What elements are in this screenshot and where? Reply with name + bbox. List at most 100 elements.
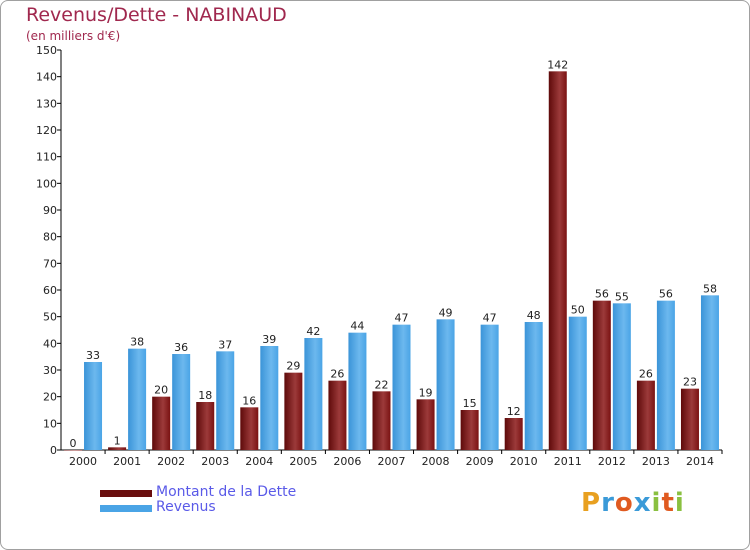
bar-debt xyxy=(680,388,699,450)
data-label-revenue: 58 xyxy=(703,282,717,295)
data-label-debt: 20 xyxy=(154,384,168,397)
data-label-revenue: 50 xyxy=(571,304,585,317)
y-tick-label: 10 xyxy=(43,417,57,430)
data-label-debt: 142 xyxy=(547,58,568,71)
data-label-debt: 23 xyxy=(683,376,697,389)
bar-revenue xyxy=(436,319,455,450)
data-label-revenue: 36 xyxy=(174,341,188,354)
bar-debt xyxy=(592,300,611,450)
bar-revenue xyxy=(128,348,147,450)
x-tick-label: 2011 xyxy=(554,455,582,468)
bar-revenue xyxy=(656,300,675,450)
data-label-revenue: 56 xyxy=(659,288,673,301)
bar-debt xyxy=(240,407,259,450)
legend-label-revenue: Revenus xyxy=(156,499,216,515)
y-tick-label: 70 xyxy=(43,257,57,270)
data-label-revenue: 38 xyxy=(130,336,144,349)
x-tick-label: 2014 xyxy=(686,455,714,468)
logo-letter: i xyxy=(651,488,662,518)
data-label-revenue: 44 xyxy=(350,320,364,333)
x-tick-label: 2003 xyxy=(201,455,229,468)
data-label-debt: 16 xyxy=(242,394,256,407)
x-tick-label: 2009 xyxy=(466,455,494,468)
logo-letter: i xyxy=(674,488,685,518)
x-tick-label: 2001 xyxy=(113,455,141,468)
data-label-revenue: 47 xyxy=(395,312,409,325)
bar-revenue xyxy=(216,351,235,450)
y-tick-label: 0 xyxy=(50,444,57,457)
data-label-debt: 29 xyxy=(286,360,300,373)
bar-revenue xyxy=(304,338,323,450)
x-tick-label: 2002 xyxy=(157,455,185,468)
bar-debt xyxy=(328,380,347,450)
x-tick-label: 2012 xyxy=(598,455,626,468)
data-label-revenue: 49 xyxy=(439,306,453,319)
y-tick-label: 140 xyxy=(36,71,57,84)
y-tick-label: 50 xyxy=(43,311,57,324)
legend-swatch-debt xyxy=(100,490,152,497)
data-label-debt: 22 xyxy=(375,378,389,391)
y-tick-label: 20 xyxy=(43,391,57,404)
y-tick-label: 40 xyxy=(43,337,57,350)
data-label-debt: 18 xyxy=(198,389,212,402)
bar-debt xyxy=(196,402,215,450)
x-tick-label: 2005 xyxy=(289,455,317,468)
logo-letter: x xyxy=(633,488,652,518)
data-label-revenue: 47 xyxy=(483,312,497,325)
bar-revenue xyxy=(568,316,587,450)
x-tick-label: 2004 xyxy=(245,455,273,468)
data-label-debt: 1 xyxy=(114,434,121,447)
legend-swatch-revenue xyxy=(100,505,152,512)
bar-revenue xyxy=(260,346,279,450)
logo-letter: o xyxy=(614,488,634,518)
bar-debt xyxy=(152,396,171,450)
chart-subtitle: (en milliers d'€) xyxy=(26,29,121,43)
data-label-revenue: 55 xyxy=(615,290,629,303)
y-tick-label: 100 xyxy=(36,177,57,190)
y-tick-label: 110 xyxy=(36,151,57,164)
logo-letter: t xyxy=(661,488,675,518)
x-tick-label: 2008 xyxy=(422,455,450,468)
logo-letter: P xyxy=(581,488,602,518)
x-tick-label: 2013 xyxy=(642,455,670,468)
data-label-revenue: 42 xyxy=(306,325,320,338)
bar-debt xyxy=(372,391,391,450)
data-label-revenue: 39 xyxy=(262,333,276,346)
bar-revenue xyxy=(84,362,103,450)
bar-debt xyxy=(636,380,655,450)
y-tick-label: 60 xyxy=(43,284,57,297)
y-tick-label: 120 xyxy=(36,124,57,137)
y-tick-label: 90 xyxy=(43,204,57,217)
x-tick-label: 2010 xyxy=(510,455,538,468)
logo-letter: r xyxy=(601,488,615,518)
bar-revenue xyxy=(700,295,719,450)
bar-debt xyxy=(416,399,435,450)
bar-debt xyxy=(108,447,127,450)
data-label-debt: 26 xyxy=(639,368,653,381)
y-tick-label: 150 xyxy=(36,44,57,57)
bar-revenue xyxy=(392,324,411,450)
data-label-revenue: 33 xyxy=(86,349,100,362)
data-label-debt: 19 xyxy=(419,386,433,399)
data-label-debt: 26 xyxy=(330,368,344,381)
x-tick-label: 2007 xyxy=(378,455,406,468)
bar-debt xyxy=(284,372,303,450)
legend-label-debt: Montant de la Dette xyxy=(156,484,297,500)
bar-debt xyxy=(64,450,83,451)
data-label-debt: 15 xyxy=(463,397,477,410)
bar-revenue xyxy=(348,332,367,450)
data-label-debt: 12 xyxy=(507,405,521,418)
data-label-debt: 0 xyxy=(70,437,77,450)
y-tick-label: 130 xyxy=(36,97,57,110)
bar-revenue xyxy=(172,354,191,450)
data-label-revenue: 37 xyxy=(218,338,232,351)
chart-title: Revenus/Dette - NABINAUD xyxy=(26,4,287,26)
x-tick-label: 2006 xyxy=(333,455,361,468)
bar-revenue xyxy=(480,324,499,450)
data-label-debt: 56 xyxy=(595,288,609,301)
y-tick-label: 80 xyxy=(43,231,57,244)
bar-debt xyxy=(460,410,479,450)
proxiti-logo: Proxiti xyxy=(581,488,685,518)
